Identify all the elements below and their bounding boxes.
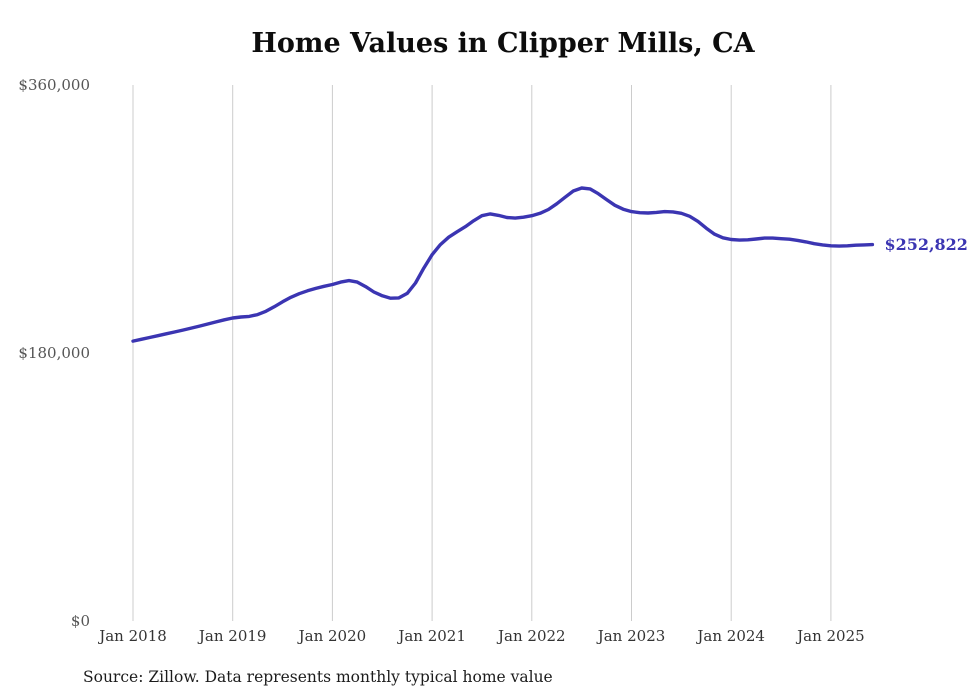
- source-note: Source: Zillow. Data represents monthly …: [83, 668, 553, 686]
- y-tick-label: $0: [70, 612, 90, 630]
- gridlines: [132, 85, 832, 621]
- x-tick-label: Jan 2020: [298, 627, 367, 645]
- home-value-line: [131, 186, 875, 343]
- chart-title: Home Values in Clipper Mills, CA: [251, 28, 755, 59]
- x-tick-label: Jan 2025: [797, 627, 865, 645]
- x-tick-label: Jan 2023: [597, 627, 666, 645]
- x-tick-label: Jan 2021: [398, 627, 466, 645]
- y-tick-label: $360,000: [18, 76, 90, 94]
- x-tick-label: Jan 2019: [198, 627, 267, 645]
- x-tick-label: Jan 2022: [498, 627, 566, 645]
- current-value-label: $252,822: [884, 234, 968, 254]
- x-tick-label: Jan 2024: [697, 627, 765, 645]
- x-tick-label: Jan 2018: [99, 627, 167, 645]
- y-tick-label: $180,000: [18, 344, 90, 362]
